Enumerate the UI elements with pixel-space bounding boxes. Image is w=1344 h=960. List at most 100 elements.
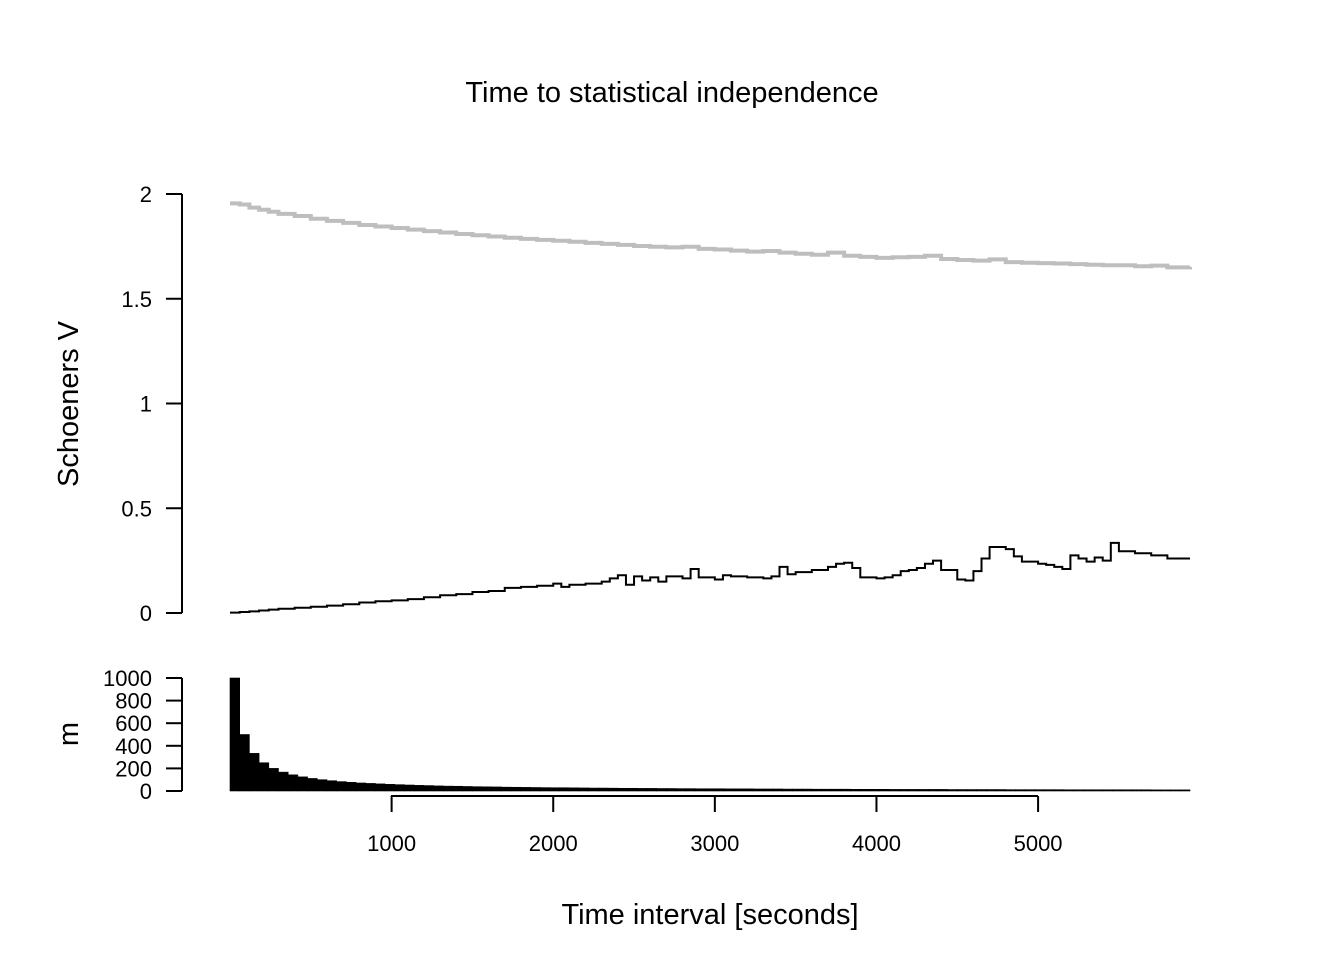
bar [1044, 789, 1055, 792]
bar [675, 788, 687, 792]
y-axis-ticks: 0 0.5 1 1.5 2 [121, 182, 182, 626]
x-tick-label: 1000 [367, 831, 416, 856]
series-line-lower [230, 541, 1190, 614]
x-axis-label: Time interval [seconds] [561, 899, 858, 931]
bar [636, 788, 648, 792]
m-tick-label: 200 [115, 756, 152, 781]
bar [588, 787, 599, 792]
bar [792, 788, 803, 792]
bar [520, 787, 531, 792]
bar [404, 784, 415, 792]
bar [995, 789, 1007, 792]
bar [1150, 789, 1162, 792]
bars-group [229, 677, 1191, 792]
bar [617, 787, 628, 792]
bar [278, 771, 289, 792]
bar [297, 776, 308, 792]
series-line-upper [230, 201, 1192, 270]
x-axis-ticks: 1000 2000 3000 4000 5000 [367, 796, 1063, 856]
bar [258, 762, 270, 792]
bar [1063, 789, 1074, 792]
bar [1083, 789, 1094, 792]
bar [1170, 789, 1181, 792]
bar [1024, 789, 1036, 792]
series-group [230, 201, 1192, 614]
bar [287, 774, 299, 792]
bar [307, 778, 318, 792]
bar [433, 785, 444, 792]
bar [782, 788, 793, 792]
x-tick-label: 3000 [690, 831, 739, 856]
bar [956, 789, 968, 792]
bar [772, 788, 784, 792]
m-tick-label: 800 [115, 689, 152, 714]
bar [918, 789, 929, 792]
x-tick-label: 4000 [852, 831, 901, 856]
bar [704, 788, 716, 792]
bar [316, 779, 328, 792]
m-tick-label: 1000 [103, 666, 152, 691]
bar [1160, 789, 1171, 792]
bar [229, 677, 240, 792]
y-axis-label: Schoeners V [53, 320, 85, 487]
bar [753, 788, 764, 792]
bar [578, 787, 590, 792]
m-tick-label: 0 [140, 779, 152, 804]
bar [811, 788, 822, 792]
bar [801, 788, 813, 792]
bar [472, 786, 483, 792]
bar [375, 783, 386, 792]
bar [559, 787, 570, 792]
bar [860, 789, 871, 792]
m-tick-label: 400 [115, 734, 152, 759]
bar [452, 785, 464, 792]
bar [540, 787, 551, 792]
bar [821, 788, 832, 792]
bar [549, 787, 560, 792]
bar [685, 788, 696, 792]
bar [850, 789, 861, 792]
bar [491, 786, 502, 792]
bar [1053, 789, 1065, 792]
y-tick-label: 1.5 [121, 287, 152, 312]
bar [840, 788, 851, 792]
y-tick-label: 1 [140, 392, 152, 417]
bar [336, 781, 347, 792]
bar [986, 789, 997, 792]
bar [510, 786, 522, 792]
bar [666, 788, 677, 792]
bar [695, 788, 706, 792]
bar [1015, 789, 1026, 792]
bar [656, 788, 667, 792]
bar [355, 782, 367, 792]
bar [530, 787, 541, 792]
bar [889, 789, 900, 792]
x-tick-label: 5000 [1014, 831, 1063, 856]
bar [1180, 789, 1191, 792]
bar [569, 787, 580, 792]
bar [239, 734, 250, 792]
y-tick-label: 0 [140, 601, 152, 626]
bar [1092, 789, 1104, 792]
bar [481, 786, 493, 792]
bar [607, 787, 619, 792]
x-tick-label: 2000 [529, 831, 578, 856]
bar [268, 768, 279, 792]
bar [394, 784, 405, 792]
m-axis-label: m [53, 722, 85, 746]
bar [743, 788, 754, 792]
bar [966, 789, 977, 792]
bar [947, 789, 958, 792]
bar [249, 753, 260, 792]
bar [976, 789, 987, 792]
bar [937, 789, 948, 792]
bar [326, 780, 337, 792]
bar [763, 788, 774, 792]
bar [733, 788, 745, 792]
bar [1102, 789, 1113, 792]
bar [1141, 789, 1152, 792]
bar [346, 781, 357, 792]
bar [1005, 789, 1016, 792]
chart-title: Time to statistical independence [465, 77, 878, 109]
bar [1121, 789, 1133, 792]
